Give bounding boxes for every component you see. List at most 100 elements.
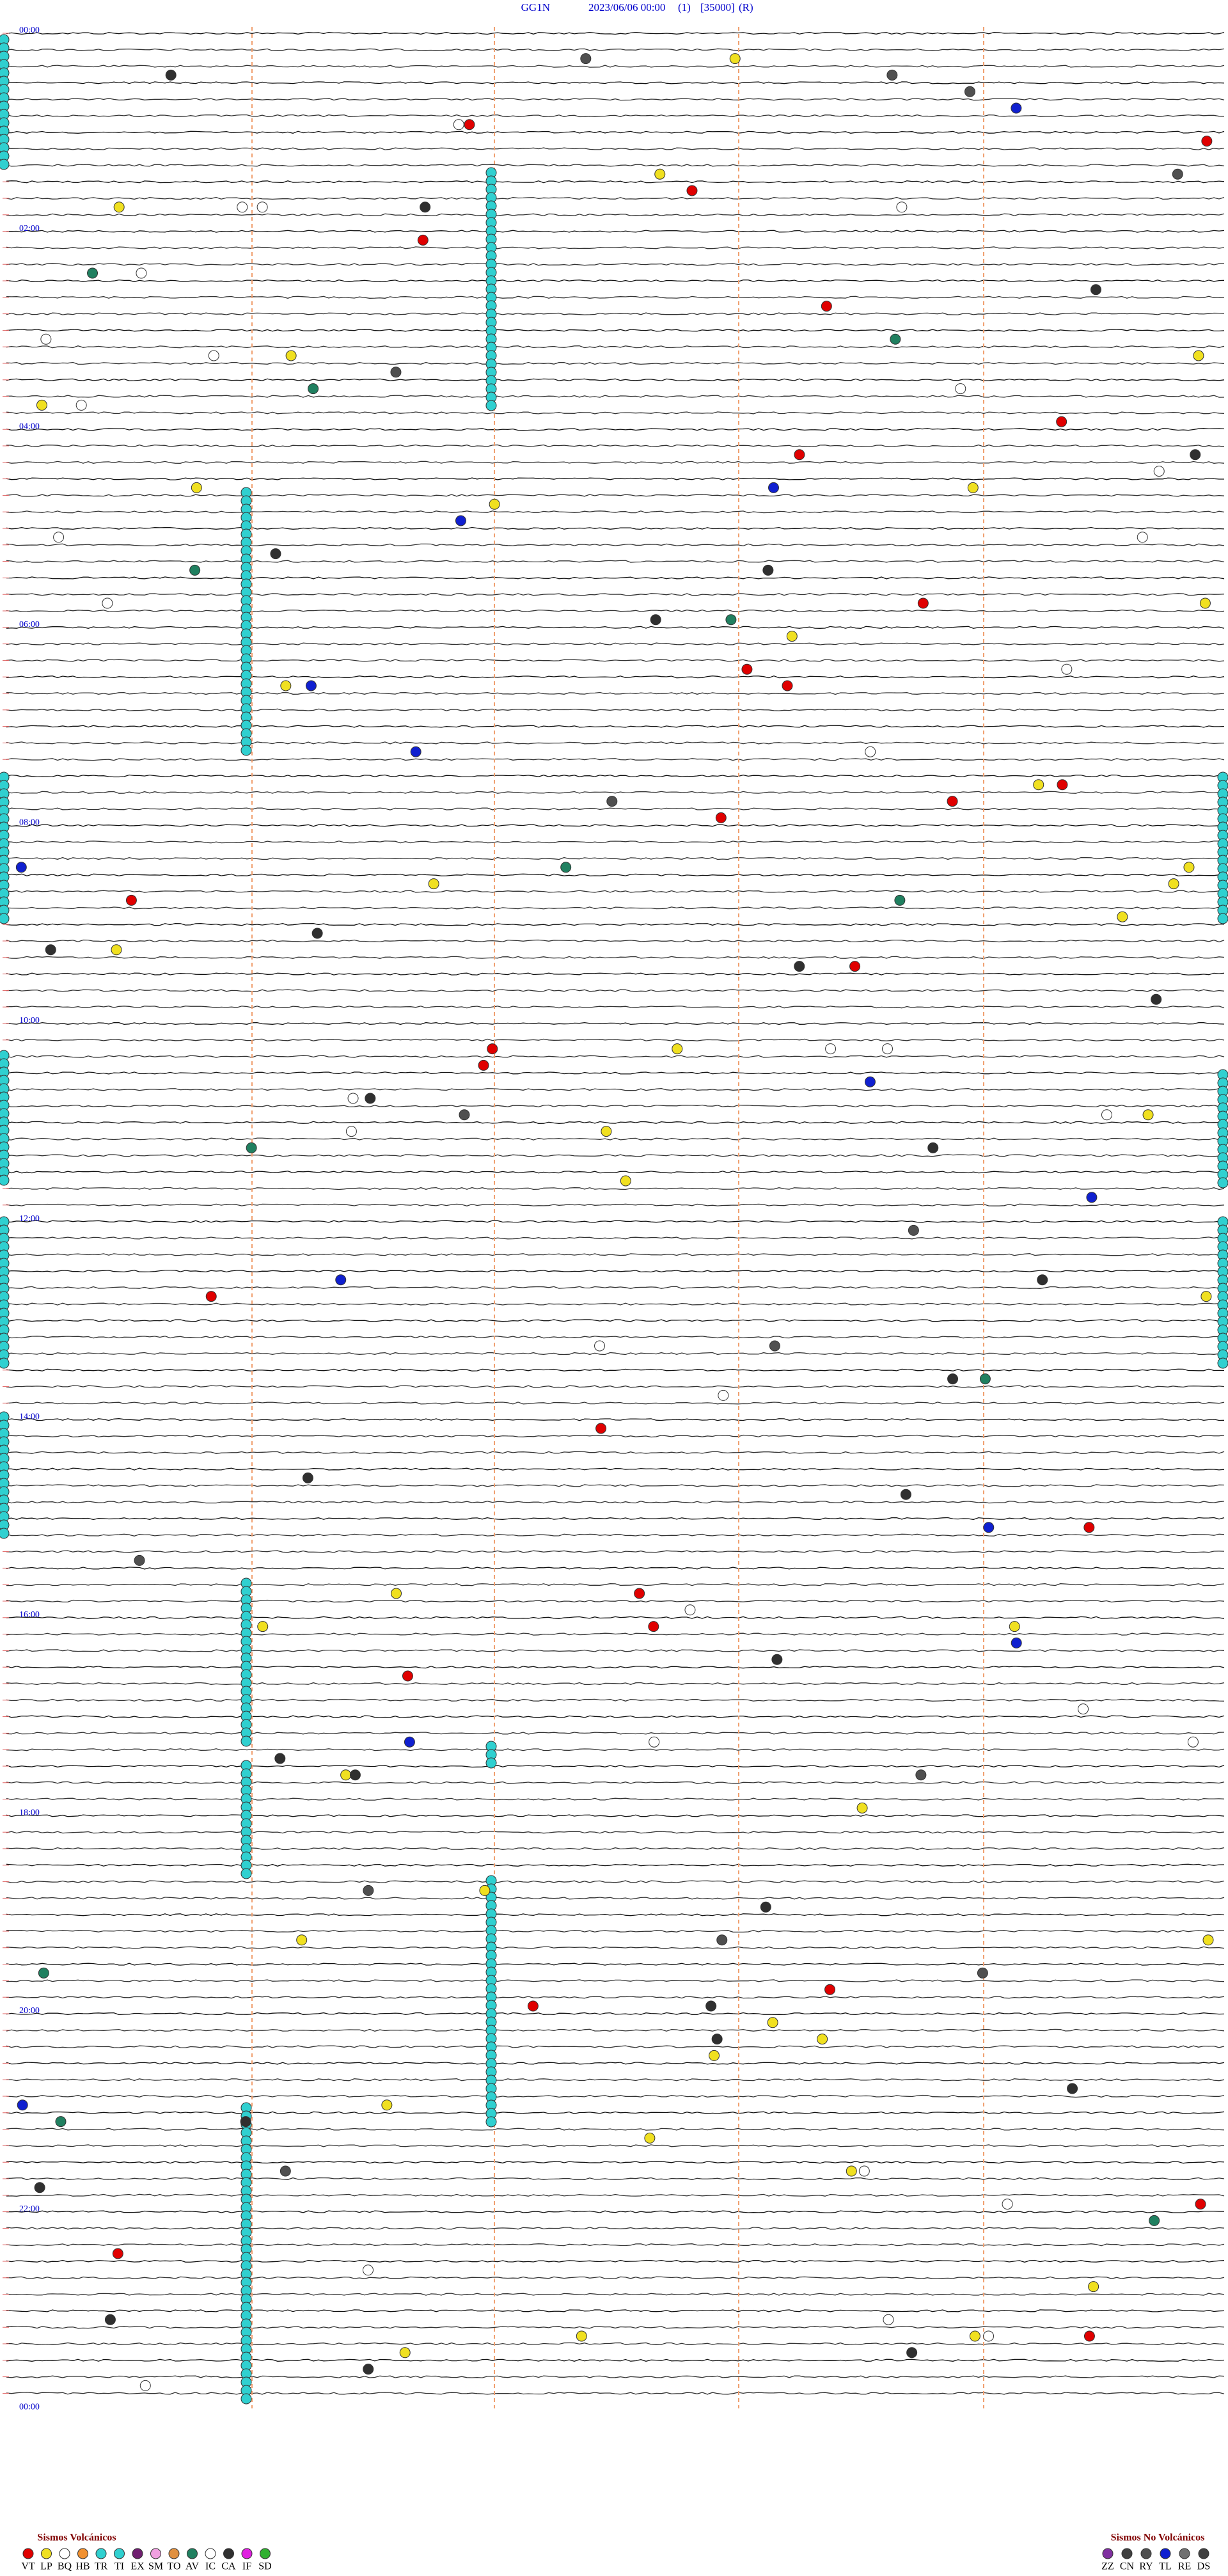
trace [6, 2111, 1225, 2114]
event-marker [464, 119, 475, 130]
event-marker [821, 301, 832, 312]
trace [6, 626, 1225, 629]
event-marker [762, 564, 774, 576]
trace [6, 1154, 1225, 1157]
trace [6, 1203, 1225, 1206]
event-marker [1011, 102, 1022, 114]
time-label: 12:00 [19, 1214, 40, 1224]
event-marker [767, 2017, 778, 2028]
event-marker [1195, 2199, 1206, 2210]
event-marker [1002, 2199, 1013, 2210]
trace [6, 2309, 1225, 2312]
trace [6, 1385, 1225, 1388]
event-marker [345, 1126, 357, 1137]
event-marker [53, 532, 65, 543]
event-marker [684, 1604, 696, 1616]
event-marker [459, 1109, 470, 1121]
trace [6, 2128, 1225, 2131]
event-marker [87, 267, 98, 279]
legend-title: Sismos No Volcánicos [1111, 2533, 1205, 2543]
event-marker [257, 1621, 269, 1632]
trace [6, 1533, 1225, 1537]
event-marker [1183, 862, 1195, 873]
legend-code: EX [130, 2561, 145, 2572]
trace [6, 2177, 1225, 2181]
event-marker [1217, 1177, 1228, 1189]
event-marker [134, 1554, 145, 1566]
trace [6, 1764, 1225, 1768]
event-marker [237, 201, 248, 213]
trace [6, 1963, 1225, 1966]
event-marker [1153, 466, 1165, 477]
trace [6, 147, 1225, 150]
event-marker [240, 745, 252, 756]
trace [6, 2045, 1225, 2048]
trace [6, 841, 1225, 844]
trace [6, 444, 1225, 448]
event-marker [1061, 663, 1073, 675]
legend-code: BQ [58, 2561, 72, 2572]
trace [6, 477, 1224, 480]
event-marker [104, 2314, 116, 2325]
datetime: 2023/06/06 00:00 [588, 1, 665, 13]
trace [6, 114, 1225, 118]
trace [6, 1467, 1225, 1471]
station: GG1N [521, 1, 550, 13]
event-marker [782, 680, 793, 691]
legend-swatch [1102, 2548, 1114, 2559]
event-marker [1056, 416, 1067, 427]
event-marker [0, 159, 10, 170]
event-marker [0, 1174, 10, 1186]
trace [6, 164, 1225, 167]
event-marker [485, 2116, 497, 2128]
header: GG1N 2023/06/06 00:00 (1) [35000] (R) [521, 1, 753, 13]
event-marker [455, 515, 466, 526]
trace [6, 1501, 1225, 1504]
event-marker [856, 1802, 868, 1813]
event-marker [927, 1142, 939, 1153]
event-marker [896, 201, 908, 213]
legend-swatch [260, 2548, 271, 2559]
event-marker [716, 1934, 728, 1946]
trace [6, 2259, 1225, 2263]
event-marker [0, 913, 10, 924]
trace [6, 824, 1225, 827]
event-marker [594, 1340, 606, 1352]
event-marker [1172, 168, 1183, 180]
trace [6, 642, 1225, 645]
event-marker [75, 399, 87, 411]
event-marker [1200, 1291, 1212, 1302]
event-marker [1142, 1109, 1154, 1121]
event-marker [1137, 532, 1148, 543]
legend-code: CN [1120, 2561, 1135, 2572]
event-marker [1009, 1621, 1020, 1632]
legend-code: RE [1178, 2561, 1191, 2572]
event-marker [865, 746, 876, 757]
trace [6, 526, 1225, 530]
event-marker [363, 1885, 374, 1896]
event-marker [240, 2393, 252, 2405]
trace [6, 130, 1225, 134]
trace [6, 428, 1225, 431]
event-marker [890, 333, 901, 345]
trace [6, 395, 1225, 398]
trace [6, 1121, 1225, 1124]
legend: Sismos Volcánicos VT LP BQ HB TR TI EX SM TO AV IC C… [21, 2533, 1210, 2572]
event-marker [340, 1769, 352, 1781]
event-marker [1033, 779, 1044, 791]
event-marker [165, 69, 177, 81]
trace [6, 1666, 1225, 1669]
event-marker [270, 548, 281, 560]
event-marker [240, 1735, 252, 1747]
event-marker [977, 1967, 988, 1979]
trace [6, 1352, 1225, 1355]
event-marker [453, 119, 464, 130]
event-marker [0, 1357, 10, 1369]
trace [6, 1187, 1225, 1190]
events [0, 34, 1228, 2405]
event-marker [767, 482, 779, 493]
event-marker [285, 350, 297, 361]
event-marker [208, 350, 219, 361]
event-marker [864, 1076, 876, 1087]
event-marker [410, 746, 421, 757]
